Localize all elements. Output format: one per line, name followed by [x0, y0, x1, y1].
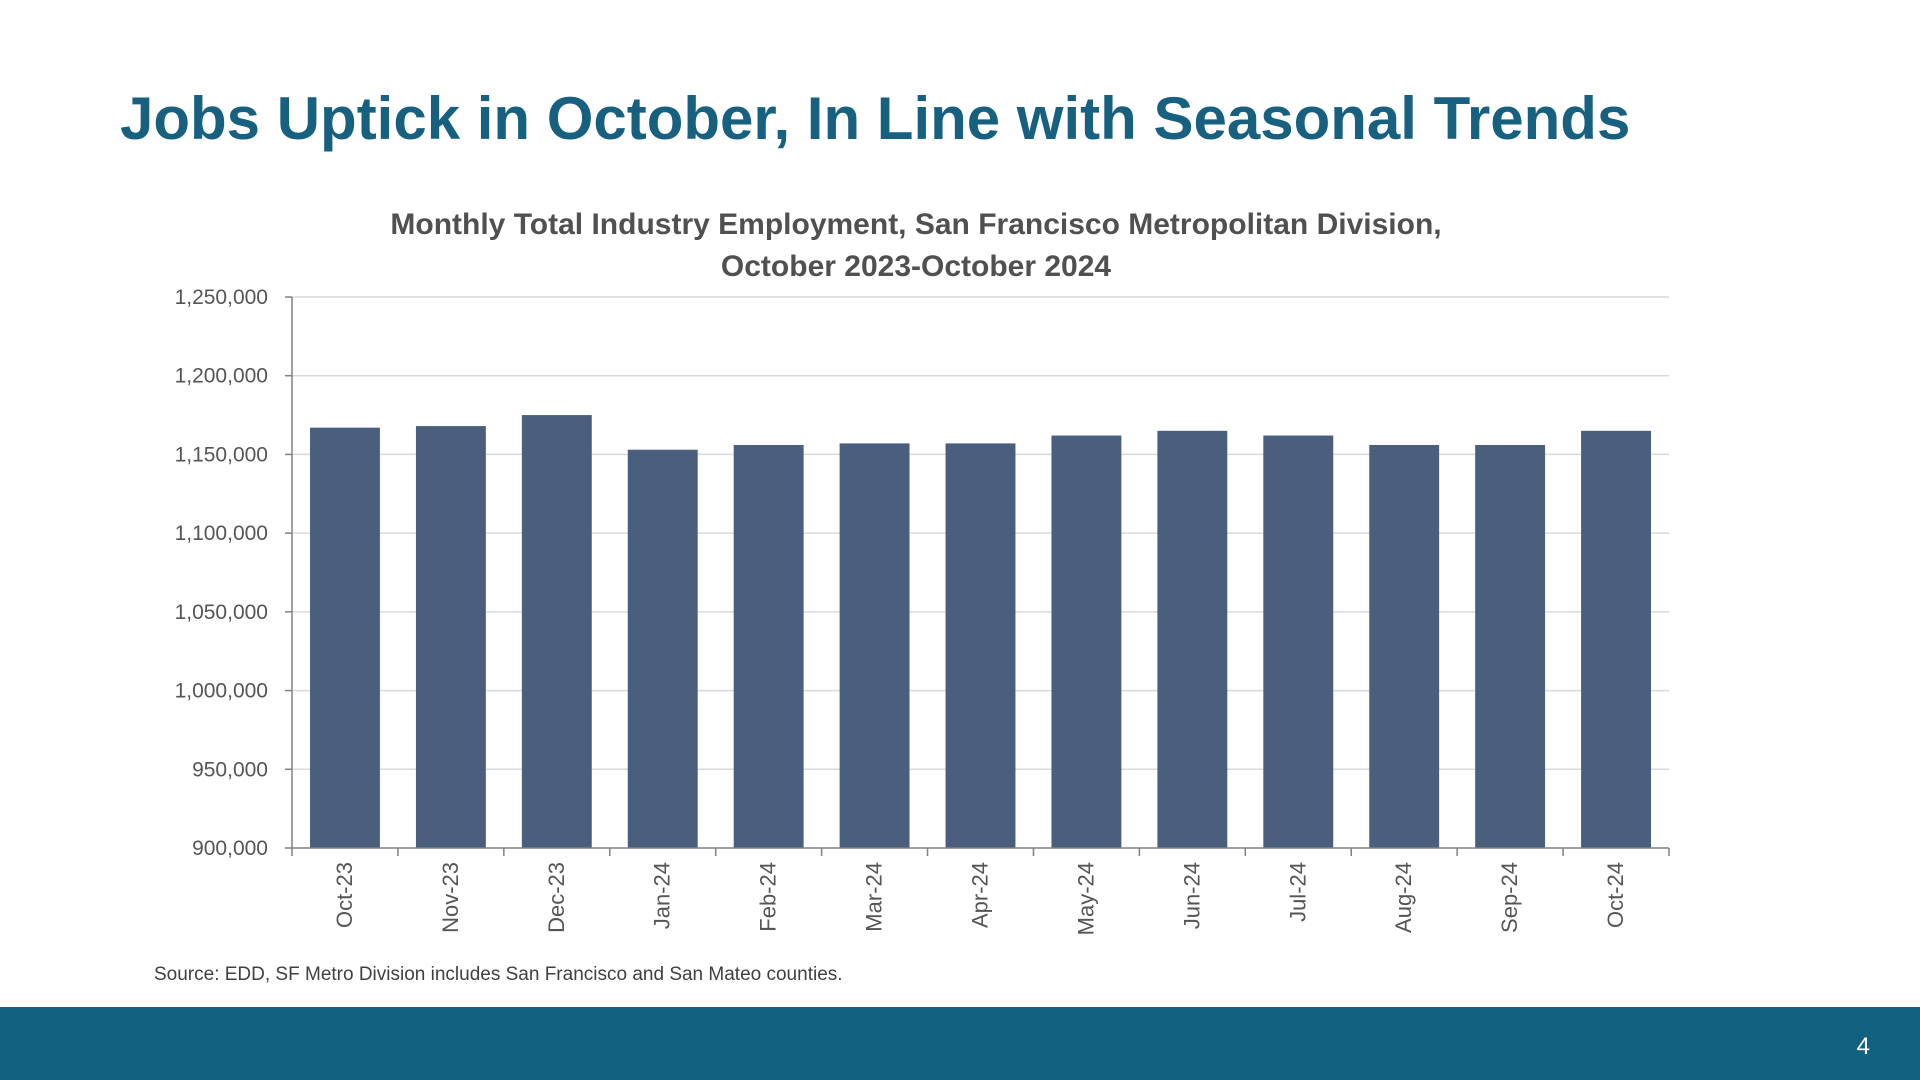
chart-title-line-1: Monthly Total Industry Employment, San F…: [390, 208, 1442, 241]
bars: [310, 415, 1651, 848]
chart-title-line-2: October 2023-October 2024: [720, 250, 1112, 283]
y-tick-label: 900,000: [192, 837, 268, 860]
y-tick-label: 1,000,000: [175, 680, 268, 703]
page-number: 4: [1856, 1033, 1870, 1060]
bar-apr-24: [945, 443, 1016, 848]
x-tick-label: Feb-24: [756, 862, 781, 932]
y-tick-label: 1,050,000: [175, 601, 268, 624]
x-tick-labels: Oct-23 Nov-23 Dec-23 Jan-24 Feb-24 Mar-24 Apr-…: [332, 862, 1628, 935]
bar-oct-24: [1581, 430, 1651, 848]
bar-sep-24: [1475, 444, 1546, 848]
y-tick-label: 1,100,000: [175, 522, 268, 545]
x-tick-label: Jun-24: [1179, 862, 1204, 929]
y-tick-label: 1,250,000: [175, 286, 268, 309]
y-tick-label: 950,000: [192, 758, 268, 781]
x-tick-label: Mar-24: [862, 862, 887, 932]
x-tick-label: Jan-24: [650, 862, 675, 929]
bar-nov-23: [415, 426, 486, 848]
y-tick-labels: 900,000 950,000 1,000,000 1,050,000 1,100,00…: [175, 286, 268, 860]
x-tick-label: Jul-24: [1285, 862, 1310, 922]
axes: [285, 296, 1670, 856]
x-tick-label: Sep-24: [1497, 862, 1522, 933]
bar-jan-24: [627, 449, 698, 848]
slide-title: Jobs Uptick in October, In Line with Sea…: [120, 85, 1631, 152]
bar-may-24: [1051, 435, 1122, 848]
x-tick-label: Aug-24: [1391, 862, 1416, 933]
x-tick-label: May-24: [1073, 862, 1098, 935]
footer-bar: 4: [0, 1007, 1920, 1080]
bar-feb-24: [733, 444, 804, 848]
bar-aug-24: [1369, 444, 1440, 848]
x-tick-label: Oct-23: [332, 862, 357, 928]
y-tick-label: 1,150,000: [175, 443, 268, 466]
chart-title: Monthly Total Industry Employment, San F…: [292, 204, 1540, 288]
source-note: Source: EDD, SF Metro Division includes …: [154, 964, 843, 985]
bar-jun-24: [1157, 430, 1228, 848]
bar-dec-23: [521, 415, 592, 848]
bar-jul-24: [1263, 435, 1334, 848]
x-tick-label: Nov-23: [438, 862, 463, 933]
x-tick-label: Dec-23: [544, 862, 569, 933]
bar-chart: 900,000 950,000 1,000,000 1,050,000 1,100,00…: [175, 286, 1670, 935]
x-tick-label: Oct-24: [1603, 862, 1628, 928]
bar-mar-24: [839, 443, 910, 848]
y-tick-label: 1,200,000: [175, 365, 268, 388]
bar-oct-23: [310, 427, 380, 848]
x-tick-label: Apr-24: [968, 862, 993, 928]
